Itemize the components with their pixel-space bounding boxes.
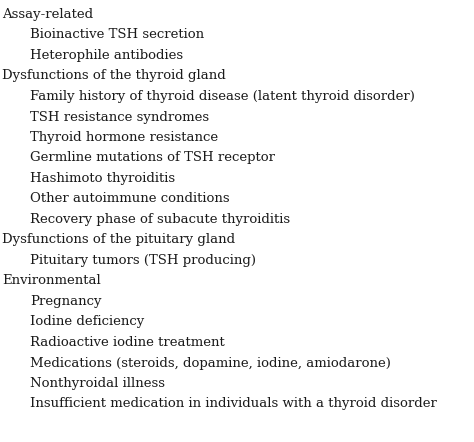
Text: TSH resistance syndromes: TSH resistance syndromes bbox=[30, 110, 209, 123]
Text: Other autoimmune conditions: Other autoimmune conditions bbox=[30, 193, 229, 206]
Text: Pituitary tumors (TSH producing): Pituitary tumors (TSH producing) bbox=[30, 254, 256, 267]
Text: Nonthyroidal illness: Nonthyroidal illness bbox=[30, 377, 165, 390]
Text: Iodine deficiency: Iodine deficiency bbox=[30, 316, 144, 328]
Text: Heterophile antibodies: Heterophile antibodies bbox=[30, 49, 183, 62]
Text: Insufficient medication in individuals with a thyroid disorder: Insufficient medication in individuals w… bbox=[30, 397, 437, 411]
Text: Germline mutations of TSH receptor: Germline mutations of TSH receptor bbox=[30, 152, 275, 164]
Text: Recovery phase of subacute thyroiditis: Recovery phase of subacute thyroiditis bbox=[30, 213, 290, 226]
Text: Thyroid hormone resistance: Thyroid hormone resistance bbox=[30, 131, 218, 144]
Text: Bioinactive TSH secretion: Bioinactive TSH secretion bbox=[30, 28, 204, 42]
Text: Environmental: Environmental bbox=[2, 274, 101, 287]
Text: Family history of thyroid disease (latent thyroid disorder): Family history of thyroid disease (laten… bbox=[30, 90, 415, 103]
Text: Pregnancy: Pregnancy bbox=[30, 295, 101, 308]
Text: Dysfunctions of the pituitary gland: Dysfunctions of the pituitary gland bbox=[2, 233, 235, 247]
Text: Hashimoto thyroiditis: Hashimoto thyroiditis bbox=[30, 172, 175, 185]
Text: Dysfunctions of the thyroid gland: Dysfunctions of the thyroid gland bbox=[2, 69, 226, 83]
Text: Radioactive iodine treatment: Radioactive iodine treatment bbox=[30, 336, 225, 349]
Text: Assay-related: Assay-related bbox=[2, 8, 93, 21]
Text: Medications (steroids, dopamine, iodine, amiodarone): Medications (steroids, dopamine, iodine,… bbox=[30, 357, 391, 370]
